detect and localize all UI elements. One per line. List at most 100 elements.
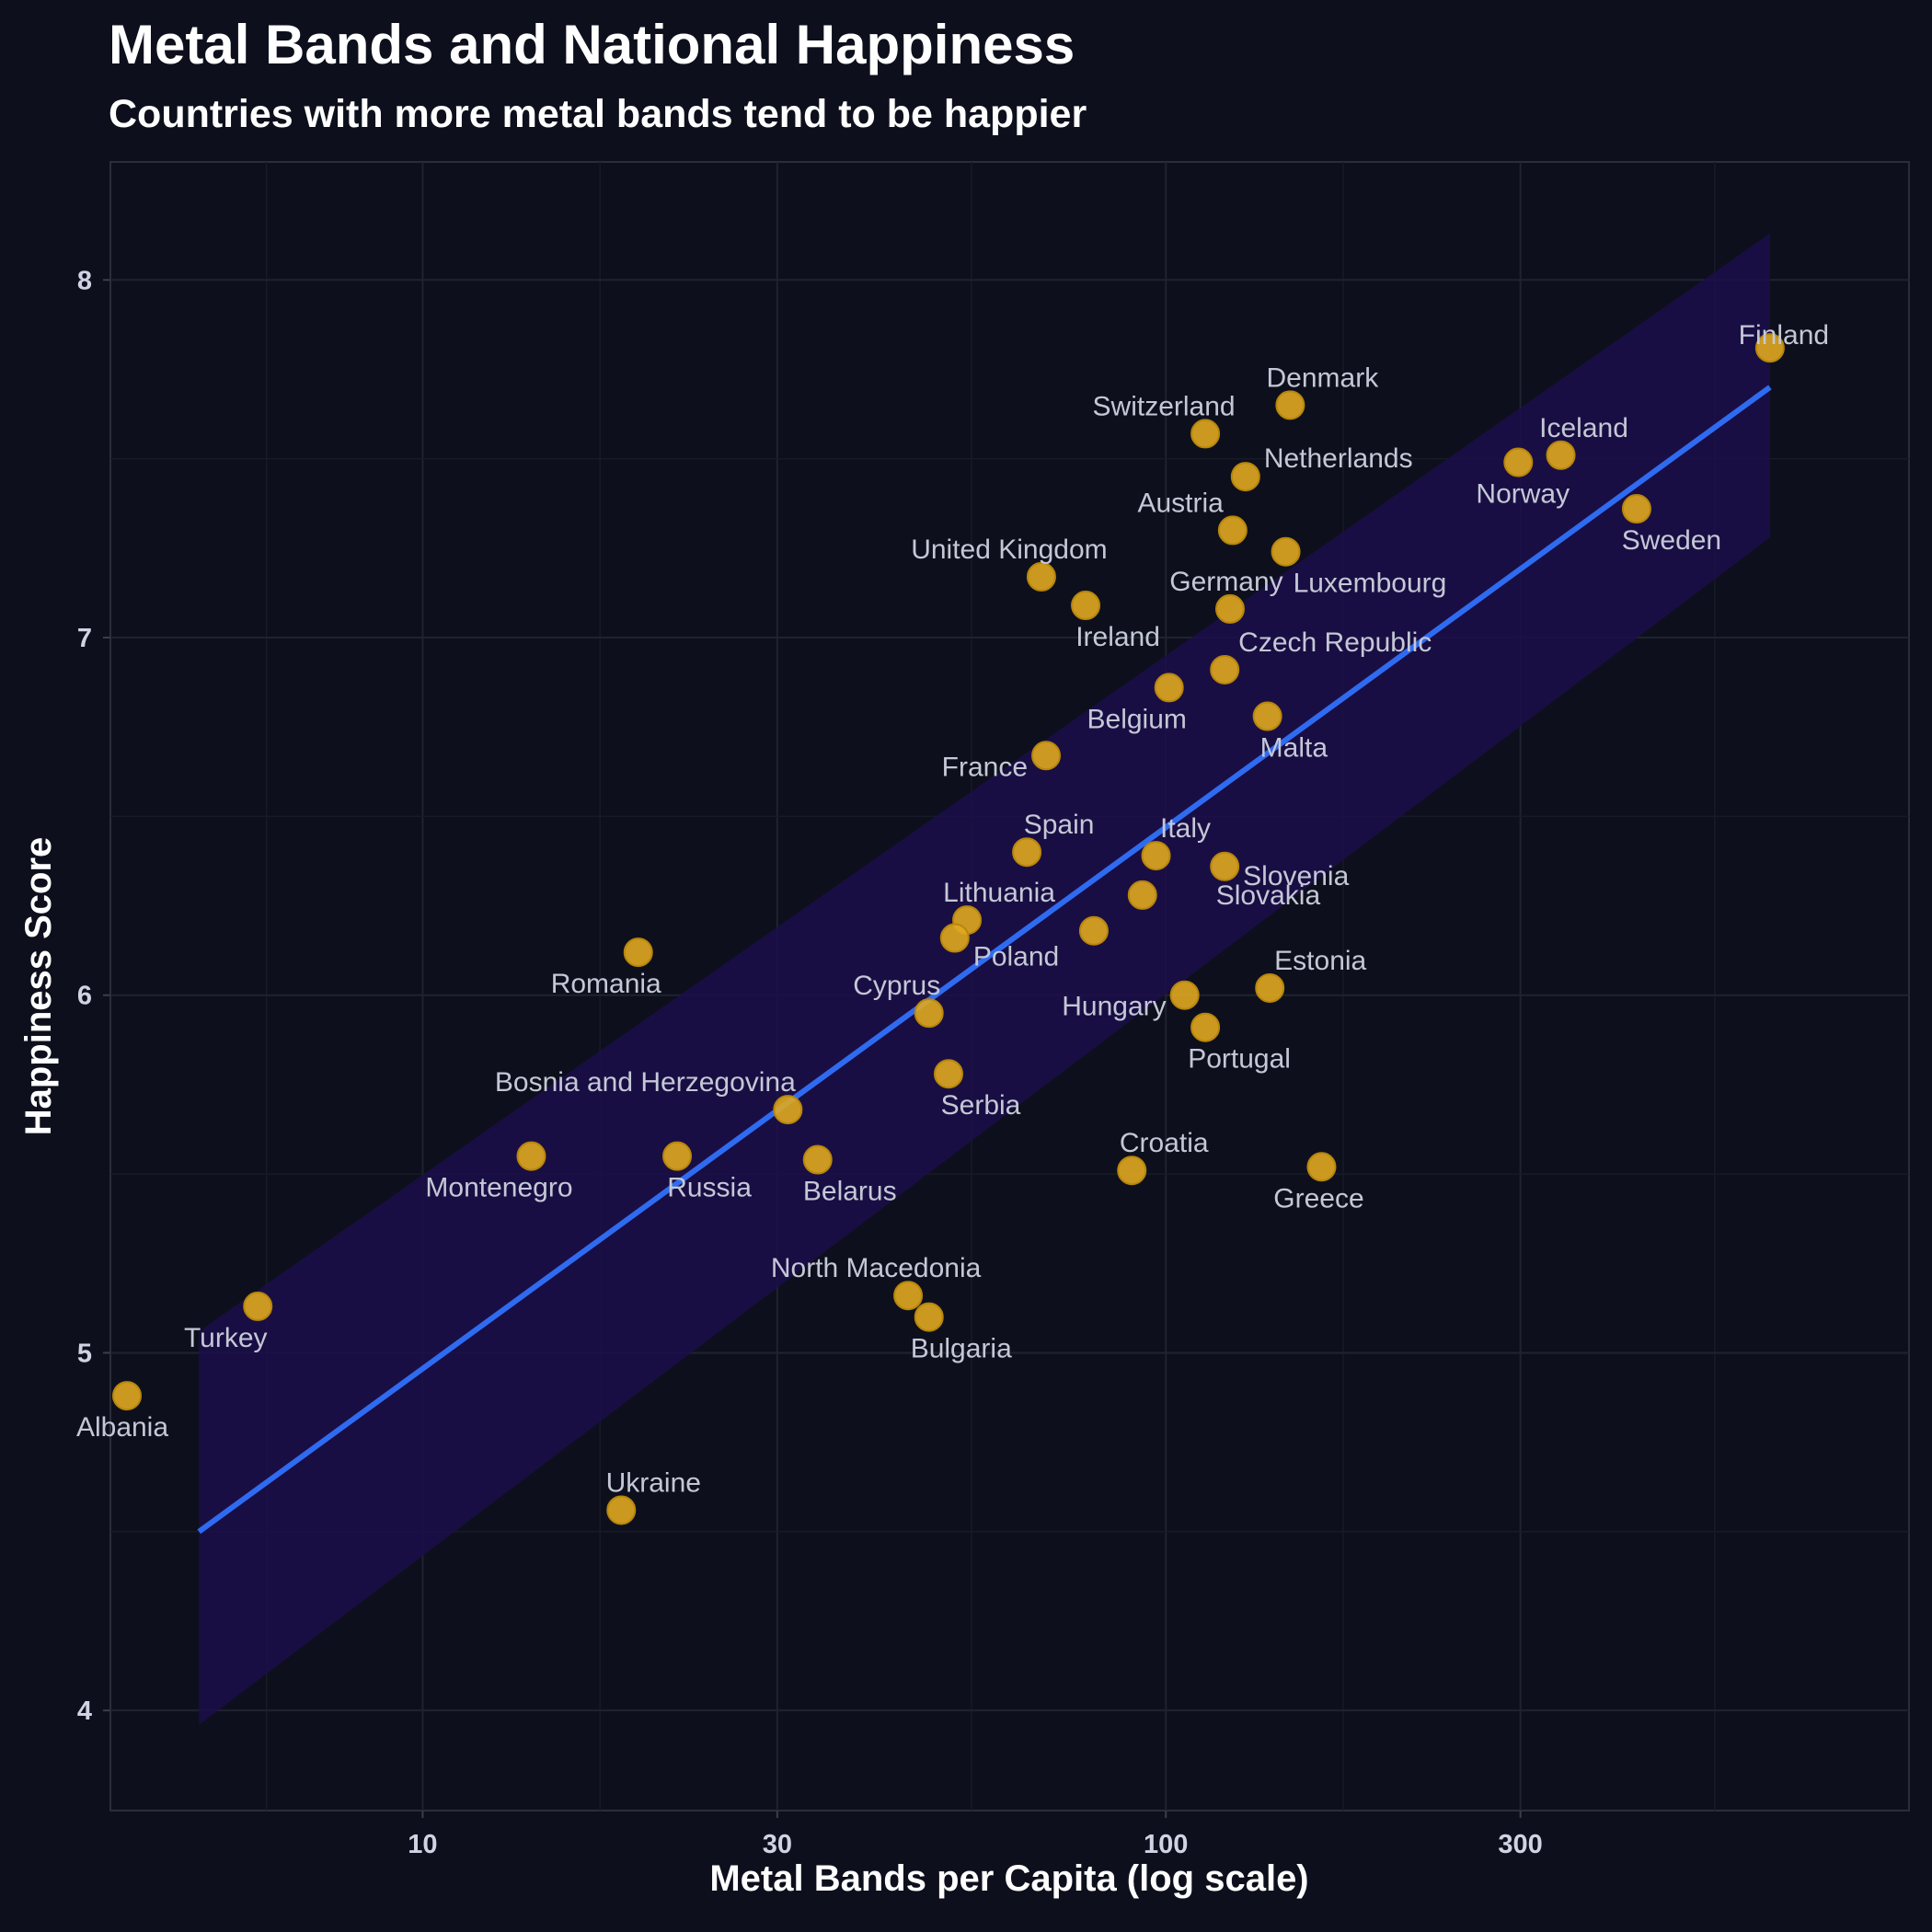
point-label: Italy <box>1160 813 1211 844</box>
data-point <box>1169 980 1200 1010</box>
point-label: Croatia <box>1120 1128 1209 1158</box>
data-point <box>1210 654 1240 684</box>
x-tick-label: 30 <box>763 1830 792 1859</box>
x-axis-ticks: 10 30 100 300 <box>408 1811 1543 1859</box>
point-label: Slovakia <box>1216 880 1321 911</box>
point-label: Ireland <box>1075 622 1160 652</box>
data-point <box>914 1302 944 1332</box>
data-point <box>1078 915 1109 946</box>
data-point <box>1306 1152 1337 1182</box>
data-point <box>606 1495 637 1525</box>
data-point <box>1252 701 1282 731</box>
x-tick-label: 300 <box>1498 1830 1542 1859</box>
y-axis-ticks: 4 5 6 7 8 <box>77 266 110 1726</box>
data-point <box>1071 591 1101 621</box>
point-label: Lithuania <box>943 878 1055 908</box>
point-label: Czech Republic <box>1238 627 1432 658</box>
data-point <box>1190 419 1221 449</box>
point-label: Norway <box>1476 479 1570 510</box>
point-label: Cyprus <box>853 971 940 1001</box>
point-label: Ukraine <box>606 1467 701 1498</box>
point-label: Germany <box>1169 567 1282 597</box>
point-label: Poland <box>973 942 1059 972</box>
data-point <box>1210 851 1240 881</box>
data-point <box>1217 515 1248 546</box>
data-point <box>243 1291 273 1321</box>
data-point <box>773 1095 803 1125</box>
point-label: Luxembourg <box>1294 569 1447 599</box>
x-tick-label: 10 <box>408 1830 437 1859</box>
point-label: Bulgaria <box>911 1334 1012 1364</box>
y-tick-label: 8 <box>77 266 92 295</box>
point-label: Malta <box>1260 733 1328 764</box>
data-point <box>1621 494 1651 524</box>
data-point <box>893 1281 924 1311</box>
trend-line <box>197 385 1772 1535</box>
trend-line-group <box>197 385 1772 1535</box>
point-label: Portugal <box>1188 1044 1291 1075</box>
data-point <box>1230 462 1260 492</box>
point-label: Slovenia <box>1243 861 1349 891</box>
data-point <box>934 1059 964 1089</box>
chart-subtitle: Countries with more metal bands tend to … <box>109 92 1087 136</box>
point-label: Finland <box>1739 320 1829 351</box>
y-tick-label: 5 <box>77 1339 92 1368</box>
point-label: Romania <box>551 969 661 999</box>
data-point <box>623 937 653 968</box>
point-label: Russia <box>667 1173 752 1203</box>
data-point <box>802 1144 833 1175</box>
data-point <box>1754 333 1785 363</box>
data-point <box>1546 440 1576 470</box>
data-point <box>662 1141 693 1171</box>
data-point <box>1255 972 1285 1003</box>
confidence-band-group <box>199 233 1770 1725</box>
data-point <box>111 1381 142 1411</box>
point-label: France <box>942 752 1028 782</box>
point-label: United Kingdom <box>911 535 1107 565</box>
data-point <box>1031 741 1062 771</box>
x-tick-label: 100 <box>1144 1830 1188 1859</box>
data-point <box>939 923 970 953</box>
point-label: Denmark <box>1267 362 1380 393</box>
point-labels-group: Finland Denmark Switzerland Iceland Norway Ne… <box>76 320 1829 1498</box>
point-label: Spain <box>1024 810 1095 840</box>
point-label: Switzerland <box>1093 391 1236 421</box>
y-tick-label: 7 <box>77 624 92 653</box>
point-label: Belarus <box>803 1177 897 1207</box>
point-label: Hungary <box>1062 992 1166 1022</box>
data-point <box>1503 447 1534 477</box>
point-label: Serbia <box>941 1090 1021 1121</box>
y-tick-label: 6 <box>77 982 92 1011</box>
data-point <box>1026 561 1056 592</box>
point-label: Belgium <box>1087 704 1187 734</box>
point-label: Bosnia and Herzegovina <box>495 1067 796 1098</box>
point-label: Turkey <box>184 1323 268 1353</box>
data-point <box>1141 841 1171 871</box>
point-label: Austria <box>1137 488 1224 518</box>
point-label: Iceland <box>1539 413 1628 443</box>
y-axis-title: Happiness Score <box>18 837 59 1136</box>
x-axis-title: Metal Bands per Capita (log scale) <box>709 1858 1308 1899</box>
data-point <box>1214 593 1245 624</box>
point-label: Sweden <box>1622 525 1721 556</box>
point-label: Montenegro <box>425 1173 572 1203</box>
point-label: Netherlands <box>1264 443 1413 474</box>
data-point <box>914 998 944 1029</box>
data-point <box>1190 1012 1221 1042</box>
data-point <box>1012 837 1042 868</box>
confidence-band <box>199 233 1770 1725</box>
chart-title: Metal Bands and National Happiness <box>109 14 1075 75</box>
data-point <box>1154 673 1184 703</box>
point-label: Albania <box>76 1412 168 1443</box>
data-point <box>1271 536 1301 567</box>
y-tick-label: 4 <box>77 1696 92 1726</box>
data-point <box>516 1141 546 1171</box>
points-group <box>111 333 1785 1525</box>
data-point <box>1127 880 1157 910</box>
data-point <box>1117 1156 1147 1186</box>
point-label: Estonia <box>1274 946 1366 976</box>
data-point <box>1275 390 1305 420</box>
point-label: North Macedonia <box>771 1253 982 1283</box>
